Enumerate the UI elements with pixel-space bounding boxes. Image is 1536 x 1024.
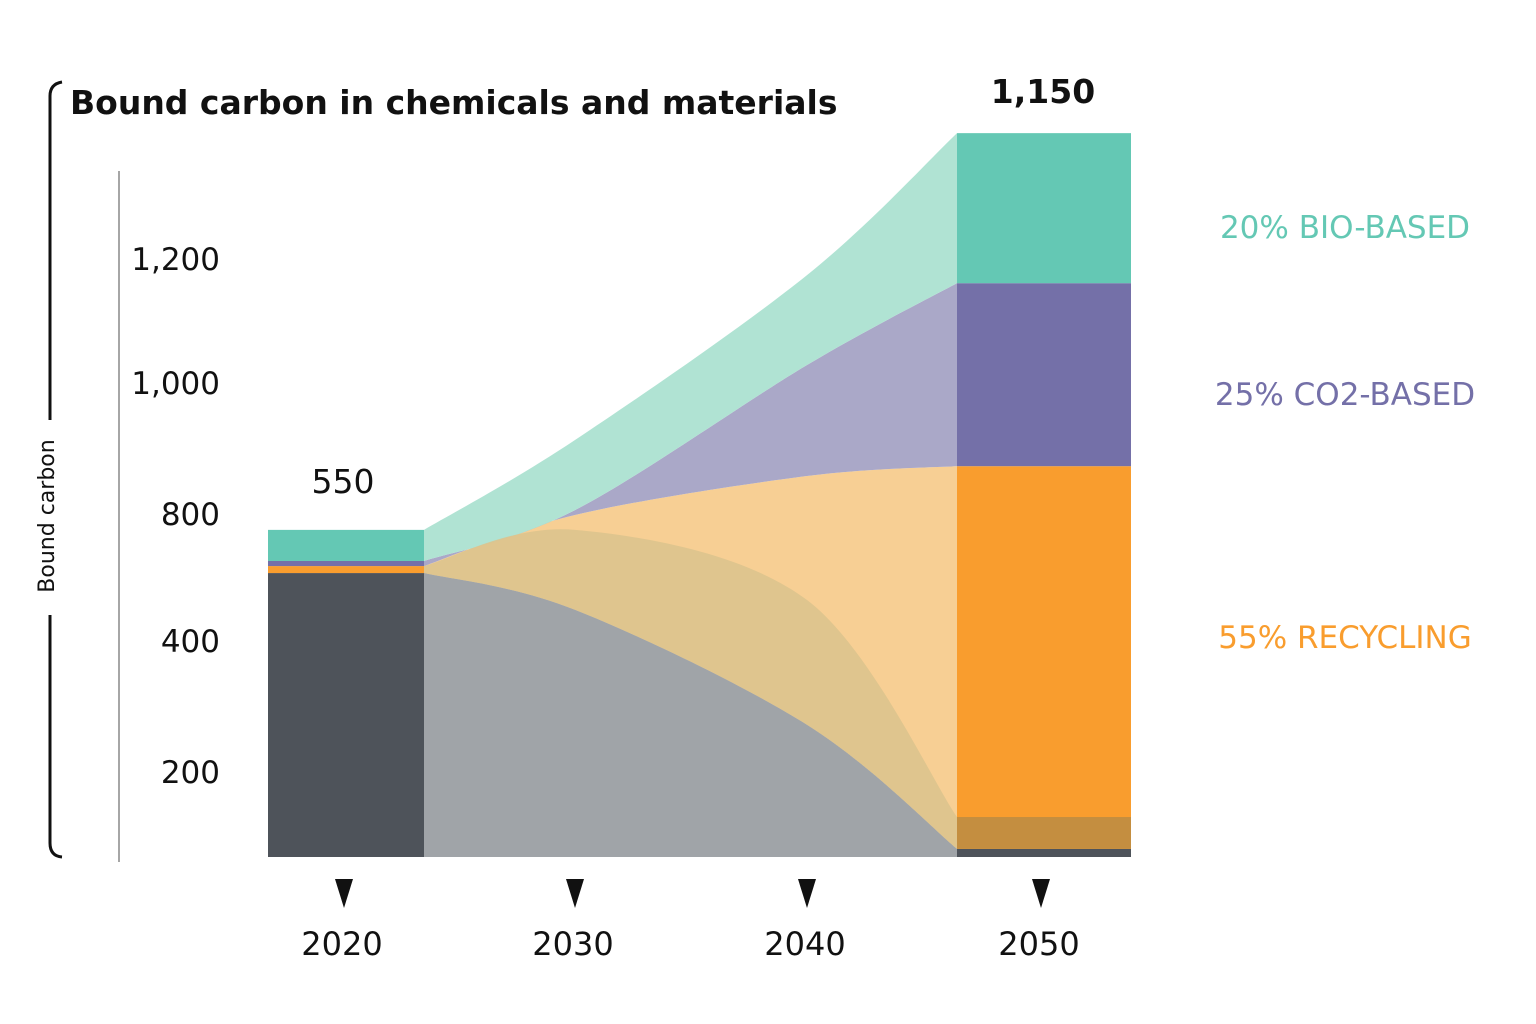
x-tick-label: 2020 [301, 925, 382, 963]
y-tick-label: 1,000 [131, 366, 220, 402]
legend-recycling: 55% RECYCLING [1218, 620, 1472, 656]
year-marker-icon [566, 879, 584, 908]
legend-bio: 20% BIO-BASED [1220, 210, 1470, 246]
y-tick-label: 800 [161, 497, 220, 533]
bar-2050-overlay [957, 817, 1131, 849]
flow-overlay [424, 529, 957, 849]
bar-2020-fossil [268, 573, 424, 857]
year-marker-icon [1032, 879, 1050, 908]
bar-2050-fossil [957, 848, 1131, 857]
x-tick-label: 2030 [532, 925, 613, 963]
legend-co2: 25% CO2-BASED [1215, 377, 1475, 413]
x-tick-label: 2040 [764, 925, 845, 963]
year-marker-icon [798, 879, 816, 908]
flow-bio [424, 133, 957, 561]
x-tick-label: 2050 [998, 925, 1079, 963]
bar-2050-bio [957, 133, 1131, 284]
bar-2050-co2 [957, 283, 1131, 467]
y-axis-label: Bound carbon [35, 439, 60, 592]
total-label-2020: 550 [312, 462, 375, 501]
chart-title: Bound carbon in chemicals and materials [70, 83, 838, 122]
y-tick-label: 200 [161, 755, 220, 791]
bar-2050-recycling [957, 466, 1131, 849]
y-tick-label: 1,200 [131, 242, 220, 278]
total-label-2050: 1,150 [991, 72, 1095, 111]
bar-2020-bio [268, 529, 424, 561]
year-marker-icon [335, 879, 353, 908]
flow-co2 [424, 283, 957, 567]
bar-2020-recycling [268, 566, 424, 574]
bar-2020-co2 [268, 560, 424, 567]
flow-fossil-front [424, 573, 957, 857]
ylabel-background [38, 420, 62, 615]
y-tick-label: 400 [161, 624, 220, 660]
